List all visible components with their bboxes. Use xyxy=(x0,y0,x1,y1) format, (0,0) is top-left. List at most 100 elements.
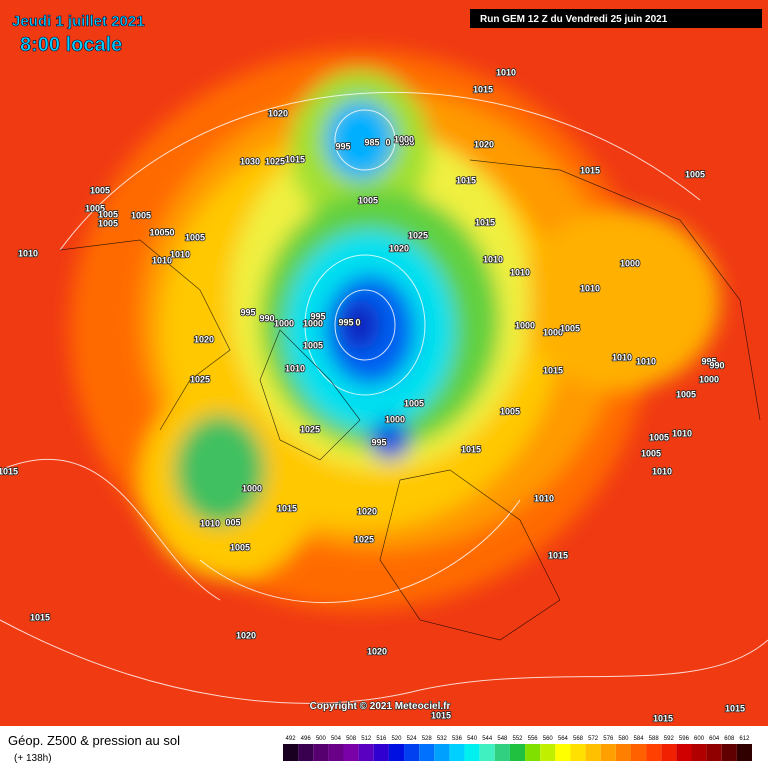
isobar-label: 1005 xyxy=(85,203,105,213)
isobar-label: 1020 xyxy=(357,506,377,516)
isobar-label: 1020 xyxy=(367,646,387,656)
scale-swatch xyxy=(373,744,389,761)
isobar-label: 1005 xyxy=(649,432,669,442)
scale-swatch xyxy=(313,744,329,761)
scale-tick-label: 552 xyxy=(512,736,523,742)
isobar-label: 1005 xyxy=(303,340,323,350)
isobar-label: 995 xyxy=(335,141,350,151)
scale-swatch xyxy=(464,744,480,761)
isobar-label: 1005 xyxy=(500,406,520,416)
scale-swatch xyxy=(525,744,541,761)
isobar-label: 1015 xyxy=(277,503,297,513)
isobar-label: 1025 xyxy=(300,424,320,434)
isobar-label: 1010 xyxy=(200,518,220,528)
isobar-label: 1000 xyxy=(620,258,640,268)
scale-tick-label: 572 xyxy=(588,736,599,742)
scale-swatch xyxy=(646,744,662,761)
isobar-label: 1010 xyxy=(483,254,503,264)
scale-tick-label: 596 xyxy=(679,736,690,742)
isobar-label: 1015 xyxy=(0,466,18,476)
isobar-label: 0 xyxy=(385,137,390,147)
scale-swatch xyxy=(706,744,722,761)
isobar-label: 1000 xyxy=(385,414,405,424)
scale-tick-label: 556 xyxy=(528,736,539,742)
isobar-label: 1005 xyxy=(404,398,424,408)
legend-subtitle: (+ 138h) xyxy=(14,753,52,764)
isobar-label: 1005 xyxy=(230,542,250,552)
scale-tick-label: 544 xyxy=(482,736,493,742)
scale-tick-label: 580 xyxy=(618,736,629,742)
isobar-label: 1015 xyxy=(580,165,600,175)
isobar-label: 1010 xyxy=(534,493,554,503)
isobar-label: 1010 xyxy=(152,255,172,265)
isobar-label: 1015 xyxy=(461,444,481,454)
run-box xyxy=(470,9,762,28)
scale-tick-label: 612 xyxy=(739,736,750,742)
isobar-label: 995 xyxy=(240,307,255,317)
scale-swatch xyxy=(600,744,616,761)
isobar-label: 1025 xyxy=(190,374,210,384)
isobar-label: 1015 xyxy=(548,550,568,560)
isobar-label: 1000 xyxy=(303,318,323,328)
scale-swatch xyxy=(661,744,677,761)
scale-swatch xyxy=(388,744,405,761)
isobar-label: 1015 xyxy=(475,217,495,227)
scale-tick-label: 568 xyxy=(573,736,584,742)
scale-swatch xyxy=(585,744,601,761)
scale-tick-label: 608 xyxy=(724,736,735,742)
isobar-label: 1025 xyxy=(265,156,285,166)
scale-tick-label: 500 xyxy=(316,736,327,742)
scale-tick-label: 576 xyxy=(603,736,614,742)
isobar-label: 1010 xyxy=(18,248,38,258)
isobar-label: 1005 xyxy=(358,195,378,205)
isobar-label: 1005 xyxy=(560,323,580,333)
isobar-label: 005 xyxy=(225,517,240,527)
isobar-label: 1010 xyxy=(285,363,305,373)
isobar-label: 1005 xyxy=(98,209,118,219)
isobar-label: 1010 xyxy=(672,428,692,438)
isobar-label: 995 xyxy=(371,437,386,447)
scale-swatch xyxy=(676,744,692,761)
isobar-label: 1015 xyxy=(653,713,673,723)
isobar-label: 995 xyxy=(310,311,325,321)
run-info: Run GEM 12 Z du Vendredi 25 juin 2021 xyxy=(480,14,668,25)
scale-swatch xyxy=(343,744,359,761)
isobar-label: 1005 xyxy=(98,218,118,228)
scale-tick-label: 528 xyxy=(422,736,433,742)
isobar-label: 1010 xyxy=(636,356,656,366)
isobar-label: 990 xyxy=(259,313,274,323)
scale-tick-label: 540 xyxy=(467,736,478,742)
scale-swatch xyxy=(298,744,314,761)
scale-swatch xyxy=(479,744,495,761)
isobar-label: 1010 xyxy=(510,267,530,277)
isobar-label: 1015 xyxy=(285,154,305,164)
isobar-label: 1020 xyxy=(194,334,214,344)
isobar-label: 1010 xyxy=(170,249,190,259)
map-date: Jeudi 1 juillet 2021 xyxy=(12,13,145,30)
isobar-label: 1000 xyxy=(515,320,535,330)
isobar-label: 1000 xyxy=(699,374,719,384)
isobar-label: 1005 xyxy=(676,389,696,399)
scale-tick-label: 536 xyxy=(452,736,463,742)
scale-tick-label: 564 xyxy=(558,736,569,742)
scale-swatch xyxy=(449,744,465,761)
copyright: Copyright © 2021 Meteociel.fr xyxy=(310,701,451,712)
isobar-label: 990 xyxy=(709,360,724,370)
isobar-label: 1005 xyxy=(131,210,151,220)
isobar-label: 990 xyxy=(399,137,414,147)
scale-tick-label: 584 xyxy=(634,736,645,742)
scale-tick-label: 504 xyxy=(331,736,342,742)
isobar-label: 1005 xyxy=(641,448,661,458)
scale-tick-label: 588 xyxy=(649,736,660,742)
scale-tick-label: 512 xyxy=(361,736,372,742)
isobar-label: 1020 xyxy=(268,108,288,118)
isobar-label: 1020 xyxy=(389,243,409,253)
scale-swatch xyxy=(328,744,344,761)
isobar-label: 1005 xyxy=(185,232,205,242)
scale-swatch xyxy=(494,744,510,761)
scale-swatch xyxy=(419,744,435,761)
isobar-label: 1015 xyxy=(725,703,745,713)
scale-tick-label: 600 xyxy=(694,736,705,742)
legend: Géop. Z500 & pression au sol (+ 138h) 49… xyxy=(0,726,768,768)
